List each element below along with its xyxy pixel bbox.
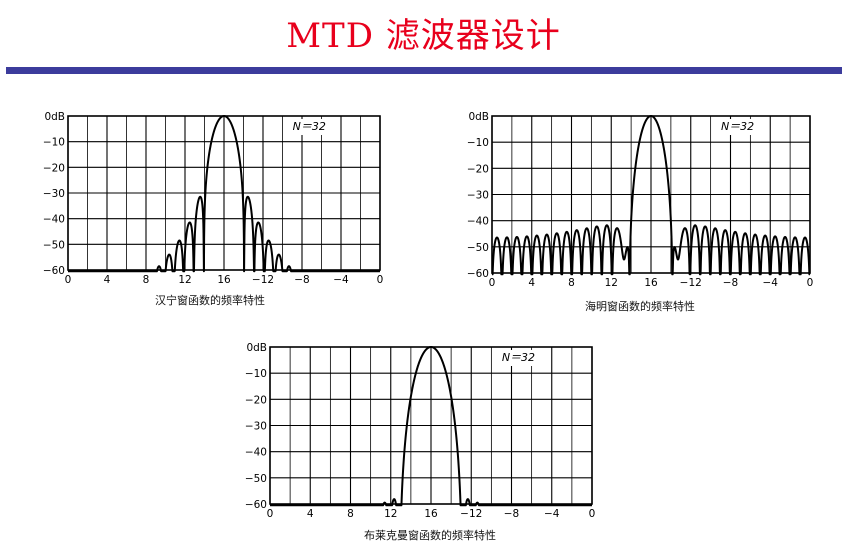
- hann-xtick-label: −4: [333, 274, 349, 286]
- caption-hamming: 海明窗函数的频率特性: [585, 300, 695, 313]
- hamming-xtick-label: −8: [723, 277, 738, 289]
- blackman-xtick-label: 0: [589, 508, 596, 520]
- title-divider: [6, 67, 842, 74]
- chart-hamming-svg: 0dB−10−20−30−40−50−600 4 8 12 16 −12 −8 −4 0N＝32: [467, 111, 814, 289]
- hann-ytick-label: −40: [43, 214, 65, 226]
- chart-hamming: 0dB −10 −20 −30 −40 −50 −60 0 4 8 12 16 −12 −8 −4 0 N＝32: [456, 104, 826, 289]
- blackman-xtick-label: −4: [544, 508, 560, 520]
- blackman-ytick-label: −40: [245, 447, 267, 459]
- blackman-n-label: N＝32: [502, 351, 535, 364]
- hamming-ytick-label: −20: [467, 163, 489, 175]
- hann-nlabel-bg: [286, 119, 331, 135]
- blackman-xtick-label: 12: [384, 508, 397, 520]
- hamming-xtick-label: 12: [605, 277, 618, 289]
- blackman-ytick-label: −60: [245, 499, 267, 511]
- hann-ytick-label: −20: [43, 162, 65, 174]
- hamming-xtick-label: −12: [680, 277, 702, 289]
- caption-hann: 汉宁窗函数的频率特性: [155, 294, 265, 307]
- blackman-xtick-label: 4: [307, 508, 314, 520]
- hann-ytick-label: −30: [43, 188, 65, 200]
- hamming-response-curve: [491, 115, 811, 276]
- hamming-n-label: N＝32: [721, 120, 754, 133]
- blackman-xtick-label: −8: [504, 508, 519, 520]
- blackman-ytick-label: 0dB: [246, 342, 267, 354]
- hann-xtick-label: 16: [217, 274, 231, 286]
- blackman-ytick-label: −30: [245, 421, 267, 433]
- hamming-xtick-label: 8: [568, 277, 575, 289]
- slide-title: MTD 滤波器设计: [286, 16, 561, 56]
- hann-ytick-label: −60: [43, 265, 65, 277]
- hamming-nlabel-bg: [714, 119, 759, 135]
- hamming-ytick-label: −10: [467, 137, 489, 149]
- blackman-xtick-label: 16: [424, 508, 438, 520]
- hann-response-curve: [67, 115, 381, 273]
- hamming-ytick-label: −60: [467, 268, 489, 280]
- hann-ytick-label: −10: [43, 137, 65, 149]
- blackman-ytick-label: −20: [245, 394, 267, 406]
- blackman-xtick-label: 8: [347, 508, 354, 520]
- hann-xtick-label: 4: [104, 274, 111, 286]
- hamming-xtick-label: −4: [763, 277, 779, 289]
- chart-hann: 0dB −10 −20 −30 −40 −50 −60 0 4 8 12 16 −12 −8 −4 0 N＝32: [34, 104, 394, 289]
- hamming-ytick-label: −30: [467, 190, 489, 202]
- hamming-xtick-label: 16: [644, 277, 658, 289]
- hamming-xtick-label: 0: [489, 277, 496, 289]
- chart-hann-svg: 0dB−10−20−30−40−50−600 4 8 12 16 −12 −8 −4 0N＝32: [43, 111, 384, 286]
- chart-blackman: 0dB −10 −20 −30 −40 −50 −60 0 4 8 12 16 −12 −8 −4 0 N＝32: [226, 336, 606, 526]
- hann-xtick-label: 8: [143, 274, 150, 286]
- hamming-ytick-label: −40: [467, 216, 489, 228]
- hann-xtick-label: 0: [65, 274, 72, 286]
- hann-xtick-label: −8: [294, 274, 309, 286]
- blackman-xtick-label: 0: [267, 508, 274, 520]
- hamming-xtick-label: 0: [807, 277, 814, 289]
- blackman-ytick-label: −10: [245, 368, 267, 380]
- blackman-nlabel-bg: [495, 350, 540, 366]
- blackman-ytick-label: −50: [245, 473, 267, 485]
- hann-ytick-label: 0dB: [44, 111, 65, 123]
- caption-blackman: 布莱克曼窗函数的频率特性: [364, 529, 496, 542]
- hann-xtick-label: 0: [377, 274, 384, 286]
- blackman-response-curve: [269, 346, 593, 507]
- hann-n-label: N＝32: [293, 120, 326, 133]
- hann-xtick-label: −12: [252, 274, 274, 286]
- blackman-xtick-label: −12: [460, 508, 482, 520]
- hamming-ytick-label: −50: [467, 242, 489, 254]
- hann-xtick-label: 12: [178, 274, 191, 286]
- hann-ytick-label: −50: [43, 239, 65, 251]
- hamming-ytick-label: 0dB: [468, 111, 489, 123]
- hamming-xtick-label: 4: [528, 277, 535, 289]
- chart-blackman-svg: 0dB−10−20−30−40−50−600 4 8 12 16 −12 −8 −4 0N＝32: [245, 342, 596, 520]
